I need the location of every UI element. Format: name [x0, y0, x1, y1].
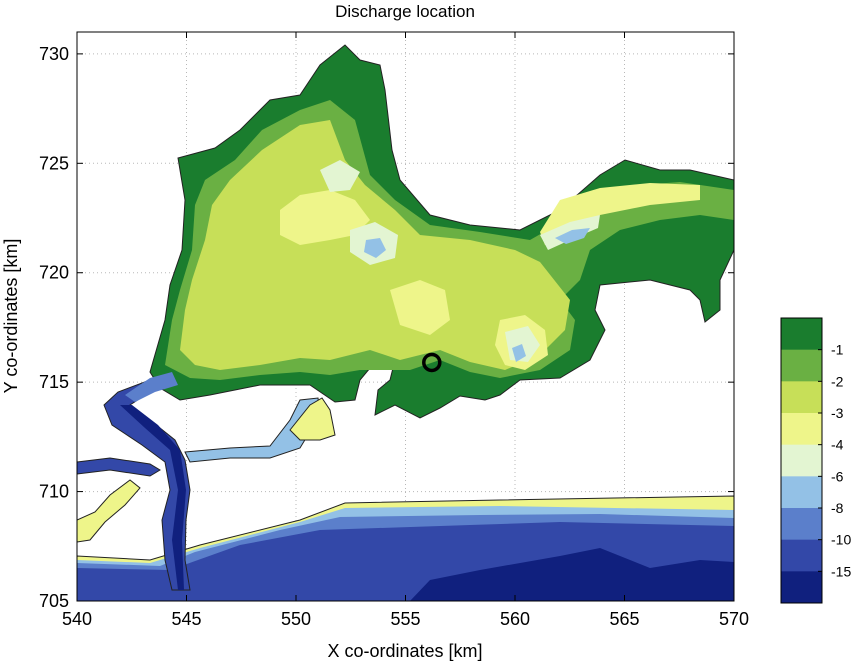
colorbar-swatch: [781, 508, 822, 541]
colorbar-label: -4: [831, 437, 844, 453]
discharge-marker: [422, 352, 442, 373]
river-mouth-shoal: [125, 372, 178, 402]
side-channel-west: [77, 457, 161, 477]
colorbar-label: -8: [831, 500, 844, 516]
x-tick-label: 560: [500, 609, 530, 629]
colorbar-label: -10: [831, 532, 851, 548]
x-axis-label: X co-ordinates [km]: [327, 641, 482, 661]
x-tick-label: 565: [609, 609, 639, 629]
y-tick-label: 720: [39, 263, 69, 283]
sea-band-deepest: [410, 548, 734, 601]
colorbar-swatch: [781, 349, 822, 382]
colorbar: -1 -2 -3 -4 -6 -8 -10 -15: [780, 317, 851, 604]
shoal-patch-b: [390, 280, 450, 335]
tidal-flat-west: [77, 479, 141, 543]
tidal-flat-south: [289, 397, 336, 441]
channel-patch-b: [512, 344, 526, 362]
y-tick-label: 715: [39, 372, 69, 392]
colorbar-frame: [780, 317, 823, 604]
y-tick-label: 725: [39, 153, 69, 173]
bathymetry-map: [77, 44, 734, 601]
colorbar-label: -2: [831, 373, 844, 389]
colorbar-swatch: [781, 571, 822, 604]
discharge-point: [422, 352, 442, 373]
y-axis: 705 710 715 720 725 730: [39, 44, 734, 611]
colorbar-label: -1: [831, 342, 844, 358]
y-tick-label: 730: [39, 44, 69, 64]
x-tick-label: 570: [719, 609, 749, 629]
channel-patch-c: [555, 228, 590, 244]
shoal-patch-d: [540, 183, 700, 245]
chart-title: Discharge location: [335, 2, 475, 21]
x-axis: 540 545 550 555 560 565 570: [62, 32, 749, 629]
colorbar-swatch: [781, 381, 822, 414]
y-axis-label: Y co-ordinates [km]: [1, 239, 21, 394]
y-tick-label: 710: [39, 482, 69, 502]
colorbar-swatch: [781, 318, 822, 351]
colorbar-label: -3: [831, 405, 844, 421]
shoal-patch-a: [280, 190, 370, 245]
colorbar-label: -6: [831, 468, 844, 484]
colorbar-swatch: [781, 539, 822, 572]
y-tick-label: 705: [39, 591, 69, 611]
channel-patch-a: [364, 238, 386, 258]
deep-patch-c: [320, 160, 360, 192]
colorbar-swatch: [781, 476, 822, 509]
colorbar-swatch: [781, 413, 822, 446]
x-tick-label: 545: [171, 609, 201, 629]
river-channel-core: [120, 405, 186, 590]
colorbar-label: -15: [831, 563, 851, 579]
x-tick-label: 555: [390, 609, 420, 629]
colorbar-swatch: [781, 444, 822, 477]
x-tick-label: 540: [62, 609, 92, 629]
x-tick-label: 550: [281, 609, 311, 629]
